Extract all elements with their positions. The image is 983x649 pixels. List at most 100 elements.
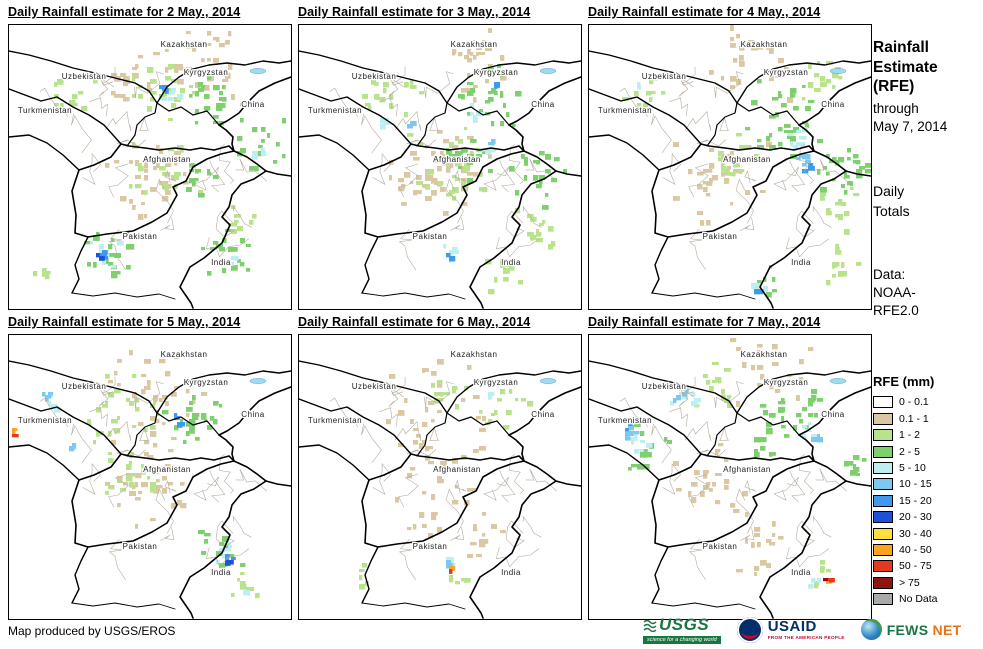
legend-item: 2 - 5 bbox=[873, 443, 979, 459]
lake-issyk-kul bbox=[539, 378, 557, 384]
legend-item: 50 - 75 bbox=[873, 558, 979, 574]
country-label: India bbox=[211, 568, 231, 577]
rainfall-map: Kazakhstan Uzbekistan Kyrgyzstan Turkmenist… bbox=[588, 24, 872, 310]
lake-issyk-kul bbox=[539, 68, 557, 74]
legend-item: No Data bbox=[873, 591, 979, 607]
country-label: China bbox=[821, 410, 844, 419]
country-label: Kazakhstan bbox=[451, 350, 498, 359]
country-label: Kyrgyzstan bbox=[184, 68, 229, 77]
country-label: China bbox=[241, 100, 264, 109]
sidebar: Rainfall Estimate (RFE) through May 7, 2… bbox=[873, 0, 979, 607]
country-label: Kyrgyzstan bbox=[184, 378, 229, 387]
report-subtitle: through May 7, 2014 bbox=[873, 101, 948, 135]
legend-swatch bbox=[873, 544, 893, 556]
legend-swatch bbox=[873, 527, 893, 540]
legend-label: 30 - 40 bbox=[899, 527, 932, 540]
map-panel-title: Daily Rainfall estimate for 2 May., 2014 bbox=[8, 5, 241, 19]
legend-swatch bbox=[873, 576, 893, 589]
legend-swatch bbox=[873, 462, 893, 475]
country-label: Kazakhstan bbox=[161, 40, 208, 49]
legend-label: 5 - 10 bbox=[899, 462, 926, 475]
country-label: Kyrgyzstan bbox=[474, 378, 519, 387]
map-panel-6: Daily Rainfall estimate for 7 May., 2014… bbox=[588, 315, 872, 620]
map-panel-4: Daily Rainfall estimate for 5 May., 2014… bbox=[8, 315, 292, 620]
country-label: Turkmenistan bbox=[18, 106, 72, 115]
map-panel-title: Daily Rainfall estimate for 5 May., 2014 bbox=[8, 315, 241, 329]
daily-totals-label: Daily Totals bbox=[873, 183, 910, 220]
country-label: Afghanistan bbox=[143, 155, 191, 164]
country-label: India bbox=[501, 258, 521, 267]
globe-icon bbox=[860, 619, 882, 640]
fewsnet-logo-text-net: NET bbox=[932, 621, 962, 638]
legend-swatch bbox=[873, 396, 893, 409]
legend-item: 0.1 - 1 bbox=[873, 411, 979, 427]
country-label: Kyrgyzstan bbox=[764, 68, 809, 77]
country-label: Afghanistan bbox=[433, 465, 481, 474]
rainfall-map: Kazakhstan Uzbekistan Kyrgyzstan Turkmenist… bbox=[298, 24, 582, 310]
legend-label: 20 - 30 bbox=[899, 511, 932, 524]
country-label: China bbox=[241, 410, 264, 419]
country-label: Pakistan bbox=[703, 542, 738, 551]
lake-issyk-kul bbox=[829, 378, 847, 384]
country-label: Turkmenistan bbox=[598, 416, 652, 425]
legend-item: 10 - 15 bbox=[873, 476, 979, 492]
legend-item: > 75 bbox=[873, 575, 979, 591]
country-label: Uzbekistan bbox=[62, 72, 107, 81]
legend-label: 1 - 2 bbox=[899, 429, 921, 442]
map-panel-3: Daily Rainfall estimate for 4 May., 2014… bbox=[588, 5, 872, 310]
legend-label: 15 - 20 bbox=[899, 494, 932, 507]
legend-item: 5 - 10 bbox=[873, 460, 979, 476]
country-label: India bbox=[791, 258, 811, 267]
rainfall-map: Kazakhstan Uzbekistan Kyrgyzstan Turkmenist… bbox=[8, 24, 292, 310]
country-label: Afghanistan bbox=[433, 155, 481, 164]
country-label: Uzbekistan bbox=[642, 382, 687, 391]
legend-label: 40 - 50 bbox=[899, 544, 932, 556]
fewsnet-logo-text-fews: FEWS bbox=[886, 621, 929, 638]
lake-issyk-kul bbox=[829, 68, 847, 74]
lake-issyk-kul bbox=[249, 378, 267, 384]
legend-swatch bbox=[873, 429, 893, 442]
legend-item: 0 - 0.1 bbox=[873, 394, 979, 410]
legend-item: 40 - 50 bbox=[873, 542, 979, 558]
country-label: Pakistan bbox=[413, 232, 448, 241]
country-label: Pakistan bbox=[413, 542, 448, 551]
usaid-tagline: FROM THE AMERICAN PEOPLE bbox=[767, 634, 845, 640]
legend-item: 30 - 40 bbox=[873, 525, 979, 541]
legend-items: 0 - 0.1 0.1 - 1 1 - 2 2 - 5 5 - 10 10 - 15 15 … bbox=[873, 394, 979, 607]
country-label: Uzbekistan bbox=[642, 72, 687, 81]
country-label: Turkmenistan bbox=[308, 416, 362, 425]
report-title: Rainfall Estimate (RFE) bbox=[873, 39, 938, 96]
legend-label: 10 - 15 bbox=[899, 478, 932, 491]
country-label: Turkmenistan bbox=[308, 106, 362, 115]
country-label: Pakistan bbox=[123, 542, 158, 551]
country-label: Kyrgyzstan bbox=[764, 378, 809, 387]
usgs-tagline: science for a changing world bbox=[643, 636, 721, 644]
country-label: Uzbekistan bbox=[352, 72, 397, 81]
legend-swatch bbox=[873, 560, 893, 573]
legend-label: 2 - 5 bbox=[899, 445, 921, 458]
legend-title: RFE (mm) bbox=[873, 374, 935, 390]
legend-swatch bbox=[873, 445, 893, 458]
map-panel-1: Daily Rainfall estimate for 2 May., 2014… bbox=[8, 5, 292, 310]
map-panel-title: Daily Rainfall estimate for 4 May., 2014 bbox=[588, 5, 821, 19]
usaid-logo: USAID FROM THE AMERICAN PEOPLE bbox=[736, 616, 845, 643]
map-attribution: Map produced by USGS/EROS bbox=[8, 624, 176, 638]
legend-item: 15 - 20 bbox=[873, 493, 979, 509]
legend-swatch bbox=[873, 494, 893, 507]
legend-swatch bbox=[873, 511, 893, 524]
rainfall-map: Kazakhstan Uzbekistan Kyrgyzstan Turkmenist… bbox=[588, 334, 872, 620]
legend-item: 1 - 2 bbox=[873, 427, 979, 443]
country-label: Turkmenistan bbox=[18, 416, 72, 425]
country-label: Kazakhstan bbox=[161, 350, 208, 359]
country-label: Pakistan bbox=[123, 232, 158, 241]
lake-issyk-kul bbox=[249, 68, 267, 74]
legend-item: 20 - 30 bbox=[873, 509, 979, 525]
map-panel-title: Daily Rainfall estimate for 3 May., 2014 bbox=[298, 5, 531, 19]
usaid-seal-icon bbox=[736, 616, 763, 643]
usaid-logo-text: USAID bbox=[767, 617, 817, 635]
map-panel-2: Daily Rainfall estimate for 3 May., 2014… bbox=[298, 5, 582, 310]
usgs-logo-text: USGS bbox=[659, 615, 710, 634]
country-label: Kazakhstan bbox=[451, 40, 498, 49]
legend: RFE (mm) 0 - 0.1 0.1 - 1 1 - 2 2 - 5 5 - 10 1… bbox=[873, 374, 979, 607]
